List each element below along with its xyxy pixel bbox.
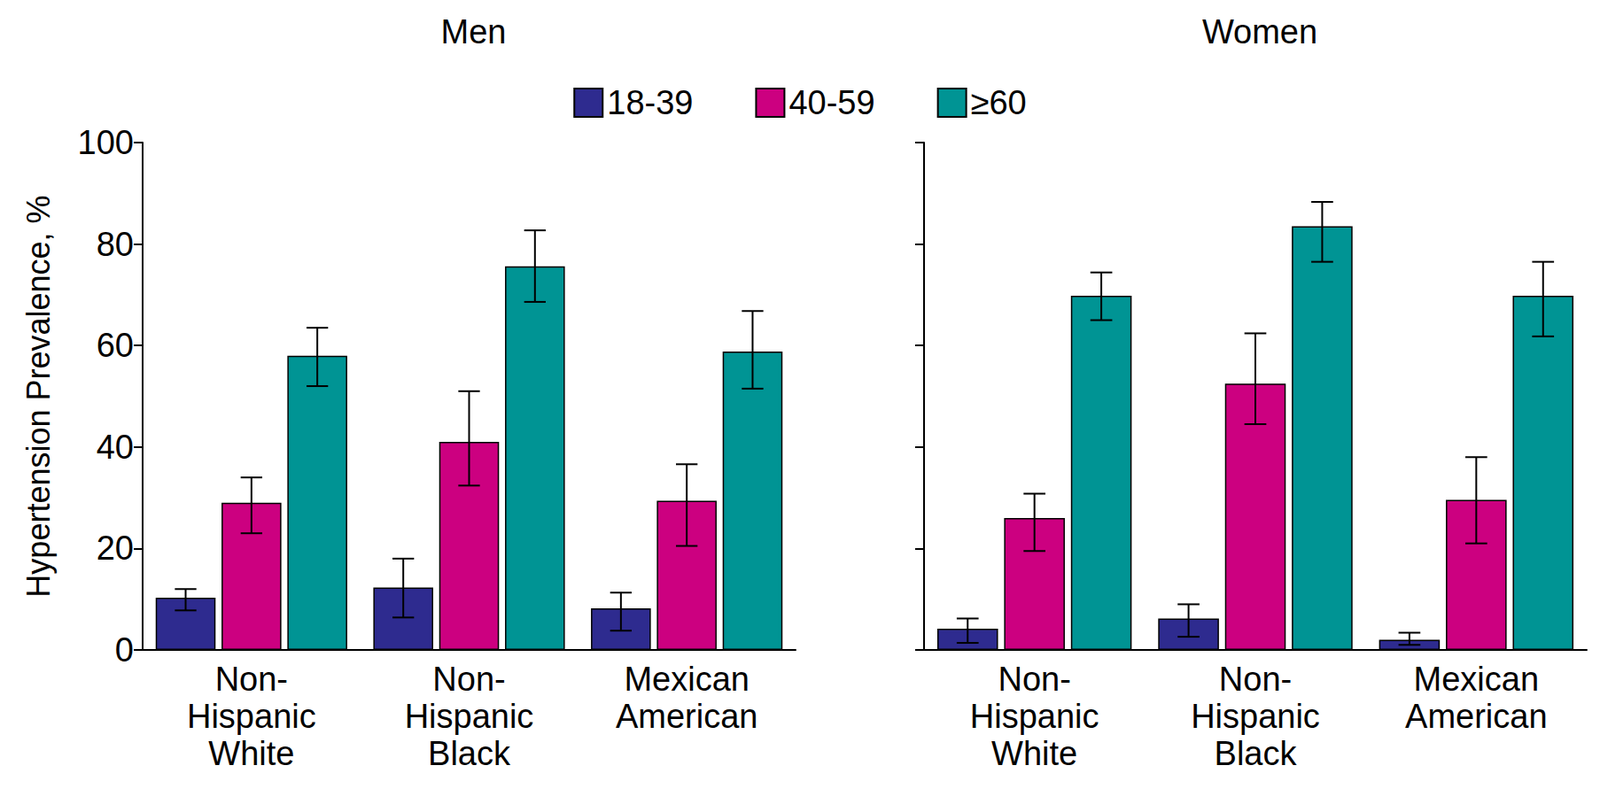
svg-text:Non-: Non- <box>432 660 505 699</box>
svg-text:40-59: 40-59 <box>788 84 875 122</box>
svg-text:Hispanic: Hispanic <box>186 698 317 736</box>
svg-text:40: 40 <box>96 428 134 467</box>
svg-text:Hispanic: Hispanic <box>970 698 1100 736</box>
svg-text:≥60: ≥60 <box>970 84 1027 122</box>
svg-text:Black: Black <box>1214 735 1298 773</box>
svg-text:American: American <box>615 698 759 736</box>
svg-text:Non-: Non- <box>997 660 1071 699</box>
svg-text:Black: Black <box>427 735 512 773</box>
svg-text:20: 20 <box>96 529 134 567</box>
svg-text:Hypertension Prevalence, %: Hypertension Prevalence, % <box>20 194 57 598</box>
svg-text:80: 80 <box>96 225 134 264</box>
svg-text:Hispanic: Hispanic <box>404 698 535 736</box>
svg-text:American: American <box>1405 698 1548 736</box>
svg-text:Mexican: Mexican <box>623 660 750 699</box>
svg-text:60: 60 <box>96 326 134 365</box>
svg-text:Men: Men <box>441 13 507 51</box>
svg-text:Women: Women <box>1202 13 1318 51</box>
svg-text:0: 0 <box>115 631 134 669</box>
svg-text:Non-: Non- <box>1219 660 1292 699</box>
svg-text:White: White <box>208 735 295 773</box>
svg-text:100: 100 <box>77 124 134 162</box>
svg-text:Non-: Non- <box>215 660 288 699</box>
svg-text:Mexican: Mexican <box>1413 660 1540 699</box>
svg-text:Hispanic: Hispanic <box>1190 698 1321 736</box>
svg-text:White: White <box>991 735 1078 773</box>
svg-text:18-39: 18-39 <box>606 84 693 122</box>
